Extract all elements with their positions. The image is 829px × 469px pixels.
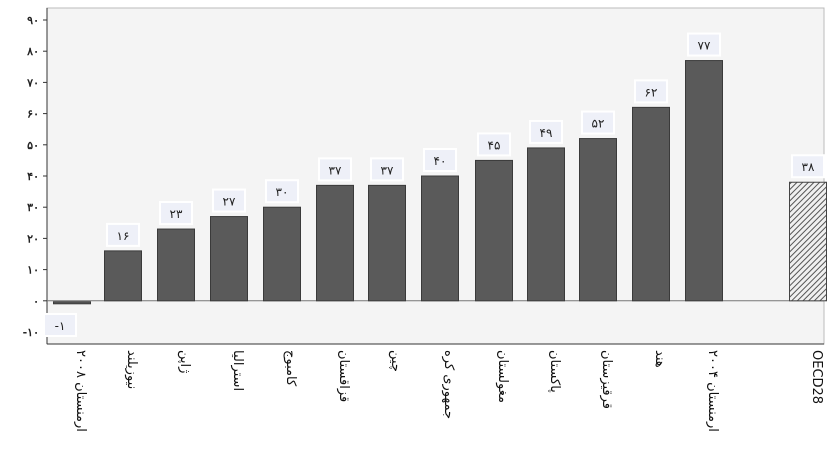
data-label-box [212,188,246,213]
data-label-box [581,110,615,135]
data-label-text: -۱ [55,319,66,333]
data-label-text: ۳۰ [276,185,289,199]
bar [475,159,513,302]
bar [368,184,406,302]
x-category-label: قرقیزستان [599,350,614,409]
data-label: ۵۲ [581,110,615,135]
data-label-box [791,154,825,179]
bar [53,301,91,305]
data-label: ۲۳ [159,201,193,226]
x-category-label: هند [652,350,667,368]
data-label-box [106,222,140,247]
data-label-box [423,148,457,172]
x-category-label: کامبوج [283,350,298,387]
data-label-text: ۲۷ [223,195,236,209]
y-tick-label: ۹۰ [27,14,39,27]
data-label: ۴۰ [423,148,457,172]
data-label: ۳۷ [370,157,404,182]
data-label: -۱ [43,313,77,337]
data-label-text: ۴۹ [540,126,553,140]
data-label-box [370,157,404,182]
data-label-box [43,313,77,337]
x-category-label: جمهوری کره [441,350,456,419]
y-tick-label: ۰ [33,295,39,308]
x-category-label: چین [388,350,403,372]
bar [210,216,248,302]
data-label: ۴۵ [477,132,511,157]
x-category-label: ارمنستان ۲۰۰۸ [73,350,88,432]
data-label-box [634,79,668,104]
bar [104,250,142,302]
data-label-text: ۷۷ [698,39,711,53]
x-category-label: مغولستان [495,350,510,403]
x-category-label: قزاقستان [336,350,351,402]
data-label-text: ۴۰ [434,154,447,168]
bar [421,175,459,302]
data-label: ۷۷ [687,32,721,57]
bar-oecd28 [789,181,827,302]
data-label-text: ۱۶ [117,229,130,243]
data-label-text: ۶۲ [645,85,658,99]
data-label-text: ۲۳ [170,207,183,221]
data-label: ۴۹ [529,119,563,144]
y-tick-label: ۲۰ [27,232,39,245]
y-tick-label: ۱۰ [27,264,39,277]
data-label-box [318,157,352,182]
data-label: ۶۲ [634,79,668,104]
y-tick-label: ۵۰ [27,139,39,152]
data-label: ۱۶ [106,222,140,247]
bar [157,228,195,302]
data-label: ۳۷ [318,157,352,182]
y-tick-label: ۳۰ [27,201,39,214]
y-tick-label: -۱۰ [23,326,39,339]
data-label-box [529,119,563,144]
data-label-text: ۵۲ [592,117,605,131]
bar [632,106,670,302]
data-label: ۲۷ [212,188,246,213]
bar [316,184,354,302]
bar [579,138,617,302]
data-label-box [265,179,299,204]
y-tick-label: ۶۰ [27,108,39,121]
data-label-text: ۳۸ [802,160,815,174]
data-label-box [687,32,721,57]
x-category-label: ژاپن [177,350,192,373]
data-label-text: ۳۷ [329,163,342,177]
x-category-label: استرالیا [230,350,245,391]
data-label-box [477,132,511,157]
x-category-label: ارمنستان ۲۰۰۴ [705,350,720,432]
bar [685,60,723,302]
x-category-label: OECD28 [809,350,824,404]
data-label-text: ۴۵ [488,138,501,152]
y-tick-label: ۸۰ [26,45,39,58]
bar [263,206,301,302]
data-label-text: ۳۷ [381,163,394,177]
data-label: ۳۰ [265,179,299,204]
data-label-box [159,201,193,226]
y-tick-label: ۷۰ [26,76,39,89]
y-tick-label: ۴۰ [27,170,39,183]
x-category-label: نیوزیلند [124,350,139,389]
bar [527,147,565,302]
data-label: ۳۸ [791,154,825,179]
x-category-label: پاکستان [547,350,562,393]
